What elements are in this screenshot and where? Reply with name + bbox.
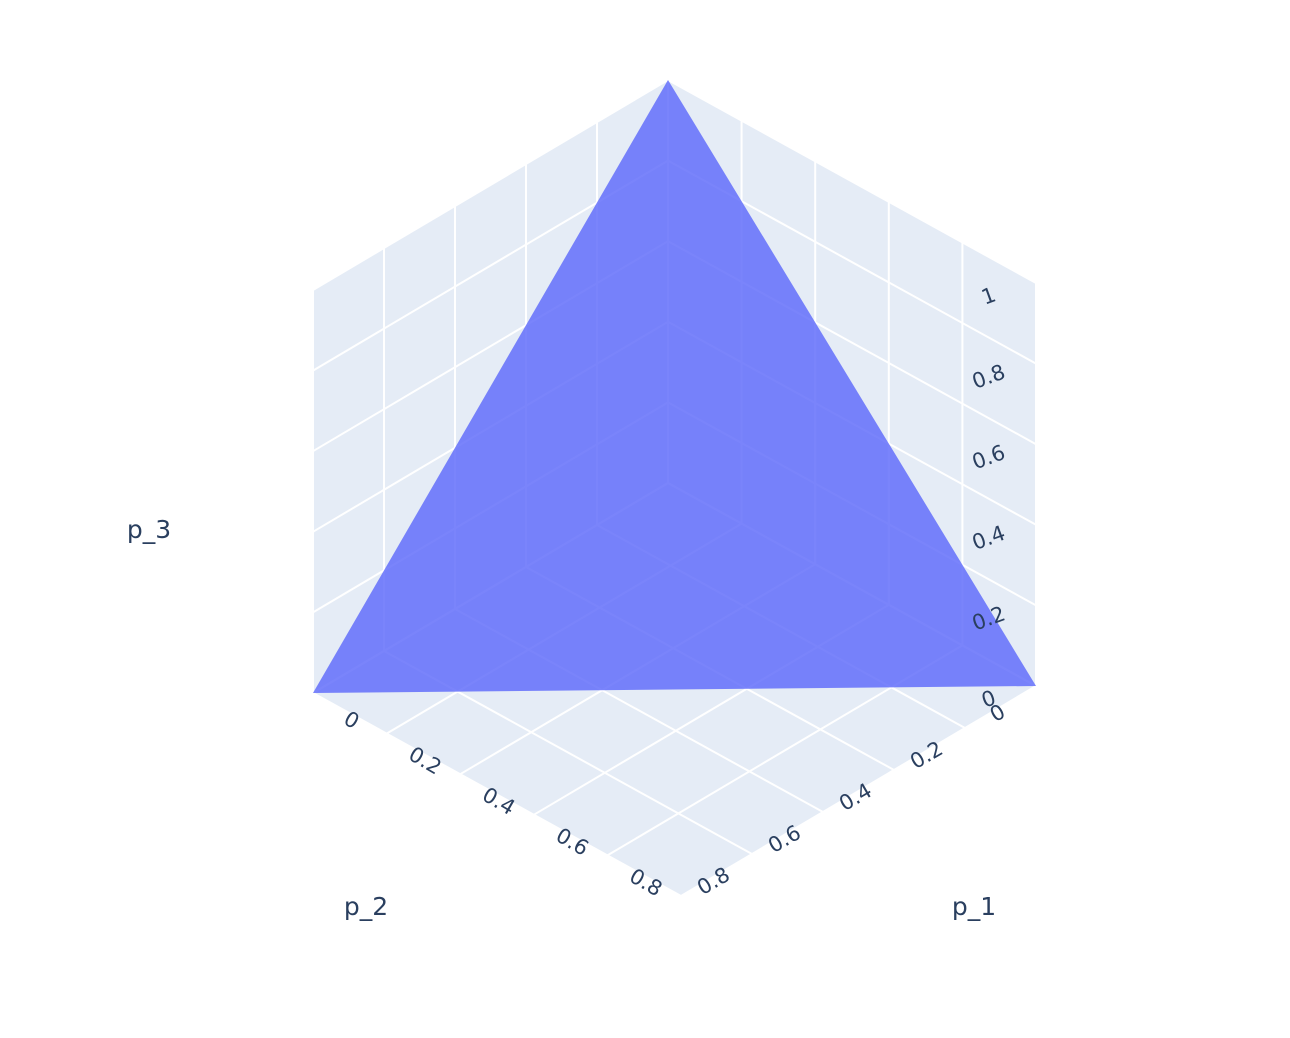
simplex-surface [313, 80, 1036, 693]
grid-wall-yz-z [312, 79, 669, 291]
z-axis-title: p_3 [127, 515, 171, 544]
grid-wall-xz-z [667, 79, 1037, 284]
y-axis-title: p_2 [344, 892, 388, 921]
simplex-triangle [313, 80, 1036, 693]
grid-floor-x [680, 685, 1037, 897]
x-axis-title: p_1 [952, 892, 996, 921]
grid-floor-y [312, 692, 682, 897]
